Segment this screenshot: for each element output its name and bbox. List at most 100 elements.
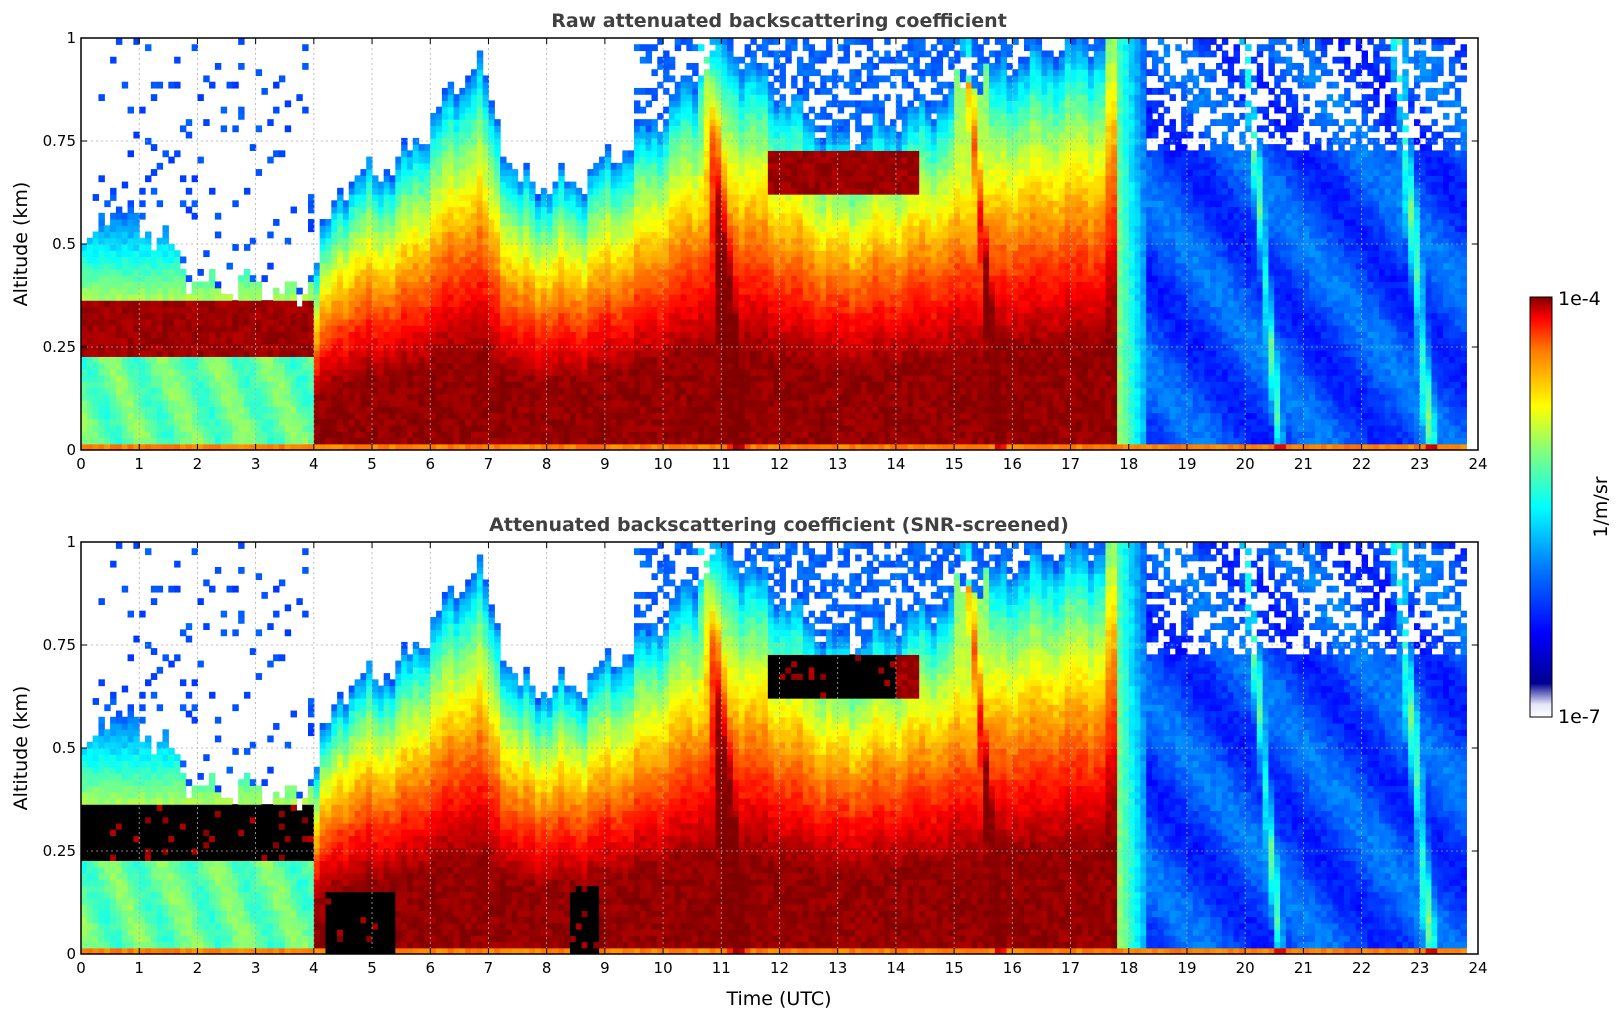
- heatmap-cell: [121, 375, 129, 382]
- heatmap-cell: [115, 437, 123, 445]
- heatmap-cell: [488, 443, 495, 450]
- heatmap-cell: [703, 194, 711, 201]
- heatmap-cell: [505, 343, 513, 351]
- heatmap-cell: [325, 225, 332, 233]
- heatmap-cell: [238, 106, 245, 114]
- heatmap-cell: [709, 393, 717, 401]
- heatmap-cell: [273, 350, 280, 357]
- heatmap-cell: [616, 187, 623, 195]
- heatmap-cell: [604, 293, 612, 301]
- heatmap-cell: [692, 343, 699, 351]
- heatmap-cell: [145, 237, 152, 245]
- heatmap-cell: [441, 325, 449, 332]
- heatmap-cell: [81, 387, 88, 395]
- heatmap-cell: [430, 137, 437, 145]
- heatmap-cell: [337, 425, 344, 432]
- heatmap-cell: [441, 194, 449, 201]
- heatmap-cell: [651, 244, 658, 251]
- heatmap-cell: [313, 393, 321, 401]
- heatmap-cell: [226, 343, 233, 351]
- heatmap-cell: [628, 250, 635, 258]
- heatmap-cell: [372, 362, 379, 370]
- heatmap-cell: [377, 312, 385, 320]
- heatmap-cell: [529, 375, 536, 382]
- heatmap-cell: [459, 275, 466, 283]
- heatmap-cell: [383, 393, 391, 401]
- heatmap-cell: [668, 125, 676, 133]
- heatmap-cell: [523, 169, 530, 176]
- heatmap-cell: [476, 281, 484, 289]
- heatmap-cell: [703, 281, 711, 289]
- heatmap-cell: [406, 268, 414, 276]
- heatmap-cell: [226, 431, 233, 439]
- heatmap-cell: [546, 212, 554, 220]
- heatmap-cell: [686, 144, 693, 151]
- heatmap-cell: [698, 350, 705, 357]
- heatmap-cell: [302, 62, 309, 70]
- heatmap-cell: [203, 443, 210, 450]
- heatmap-cell: [342, 381, 350, 389]
- heatmap-cell: [517, 362, 524, 370]
- heatmap-cell: [418, 212, 426, 220]
- heatmap-cell: [674, 306, 682, 314]
- heatmap-cell: [447, 425, 455, 432]
- heatmap-cell: [150, 393, 158, 401]
- heatmap-cell: [296, 393, 303, 401]
- heatmap-cell: [540, 412, 548, 420]
- heatmap-cell: [546, 418, 554, 426]
- heatmap-cell: [424, 187, 431, 195]
- heatmap-cell: [622, 200, 629, 208]
- heatmap-cell: [692, 200, 699, 208]
- heatmap-cell: [727, 156, 734, 164]
- heatmap-cell: [447, 250, 455, 258]
- heatmap-cell: [418, 356, 426, 364]
- heatmap-cell: [645, 244, 653, 251]
- heatmap-cell: [505, 312, 513, 320]
- heatmap-cell: [325, 425, 332, 432]
- heatmap-cell: [174, 425, 181, 432]
- heatmap-cell: [436, 219, 443, 226]
- heatmap-cell: [319, 287, 327, 295]
- heatmap-cell: [424, 206, 431, 214]
- heatmap-cell: [278, 431, 286, 439]
- heatmap-cell: [441, 318, 449, 326]
- heatmap-cell: [546, 256, 554, 264]
- heatmap-cell: [546, 331, 554, 339]
- heatmap-cell: [325, 237, 332, 245]
- heatmap-cell: [214, 381, 222, 389]
- heatmap-cell: [255, 300, 263, 308]
- heatmap-cell: [127, 300, 134, 308]
- heatmap-cell: [645, 412, 653, 420]
- heatmap-cell: [191, 331, 199, 339]
- heatmap-cell: [692, 268, 699, 276]
- heatmap-cell: [721, 275, 728, 283]
- heatmap-cell: [698, 200, 705, 208]
- heatmap-cell: [476, 75, 484, 83]
- heatmap-cell: [389, 368, 396, 376]
- heatmap-cell: [482, 268, 490, 276]
- heatmap-cell: [418, 312, 426, 320]
- heatmap-cell: [366, 325, 373, 332]
- heatmap-cell: [721, 393, 728, 401]
- heatmap-cell: [476, 356, 484, 364]
- heatmap-cell: [657, 412, 664, 420]
- heatmap-cell: [715, 362, 722, 370]
- heatmap-cell: [197, 375, 204, 382]
- heatmap-cell: [354, 175, 361, 183]
- heatmap-cell: [430, 225, 437, 233]
- heatmap-cell: [663, 350, 670, 357]
- heatmap-cell: [110, 418, 117, 426]
- heatmap-cell: [645, 293, 653, 301]
- heatmap-cell: [709, 437, 717, 445]
- heatmap-cell: [465, 331, 472, 339]
- heatmap-cell: [156, 400, 164, 407]
- heatmap-cell: [377, 381, 385, 389]
- heatmap-cell: [366, 306, 373, 314]
- heatmap-cell: [523, 244, 530, 251]
- heatmap-cell: [558, 169, 565, 176]
- heatmap-cell: [523, 350, 530, 357]
- heatmap-cell: [377, 268, 385, 276]
- heatmap-cell: [517, 275, 524, 283]
- heatmap-cell: [226, 400, 233, 407]
- heatmap-cell: [587, 350, 594, 357]
